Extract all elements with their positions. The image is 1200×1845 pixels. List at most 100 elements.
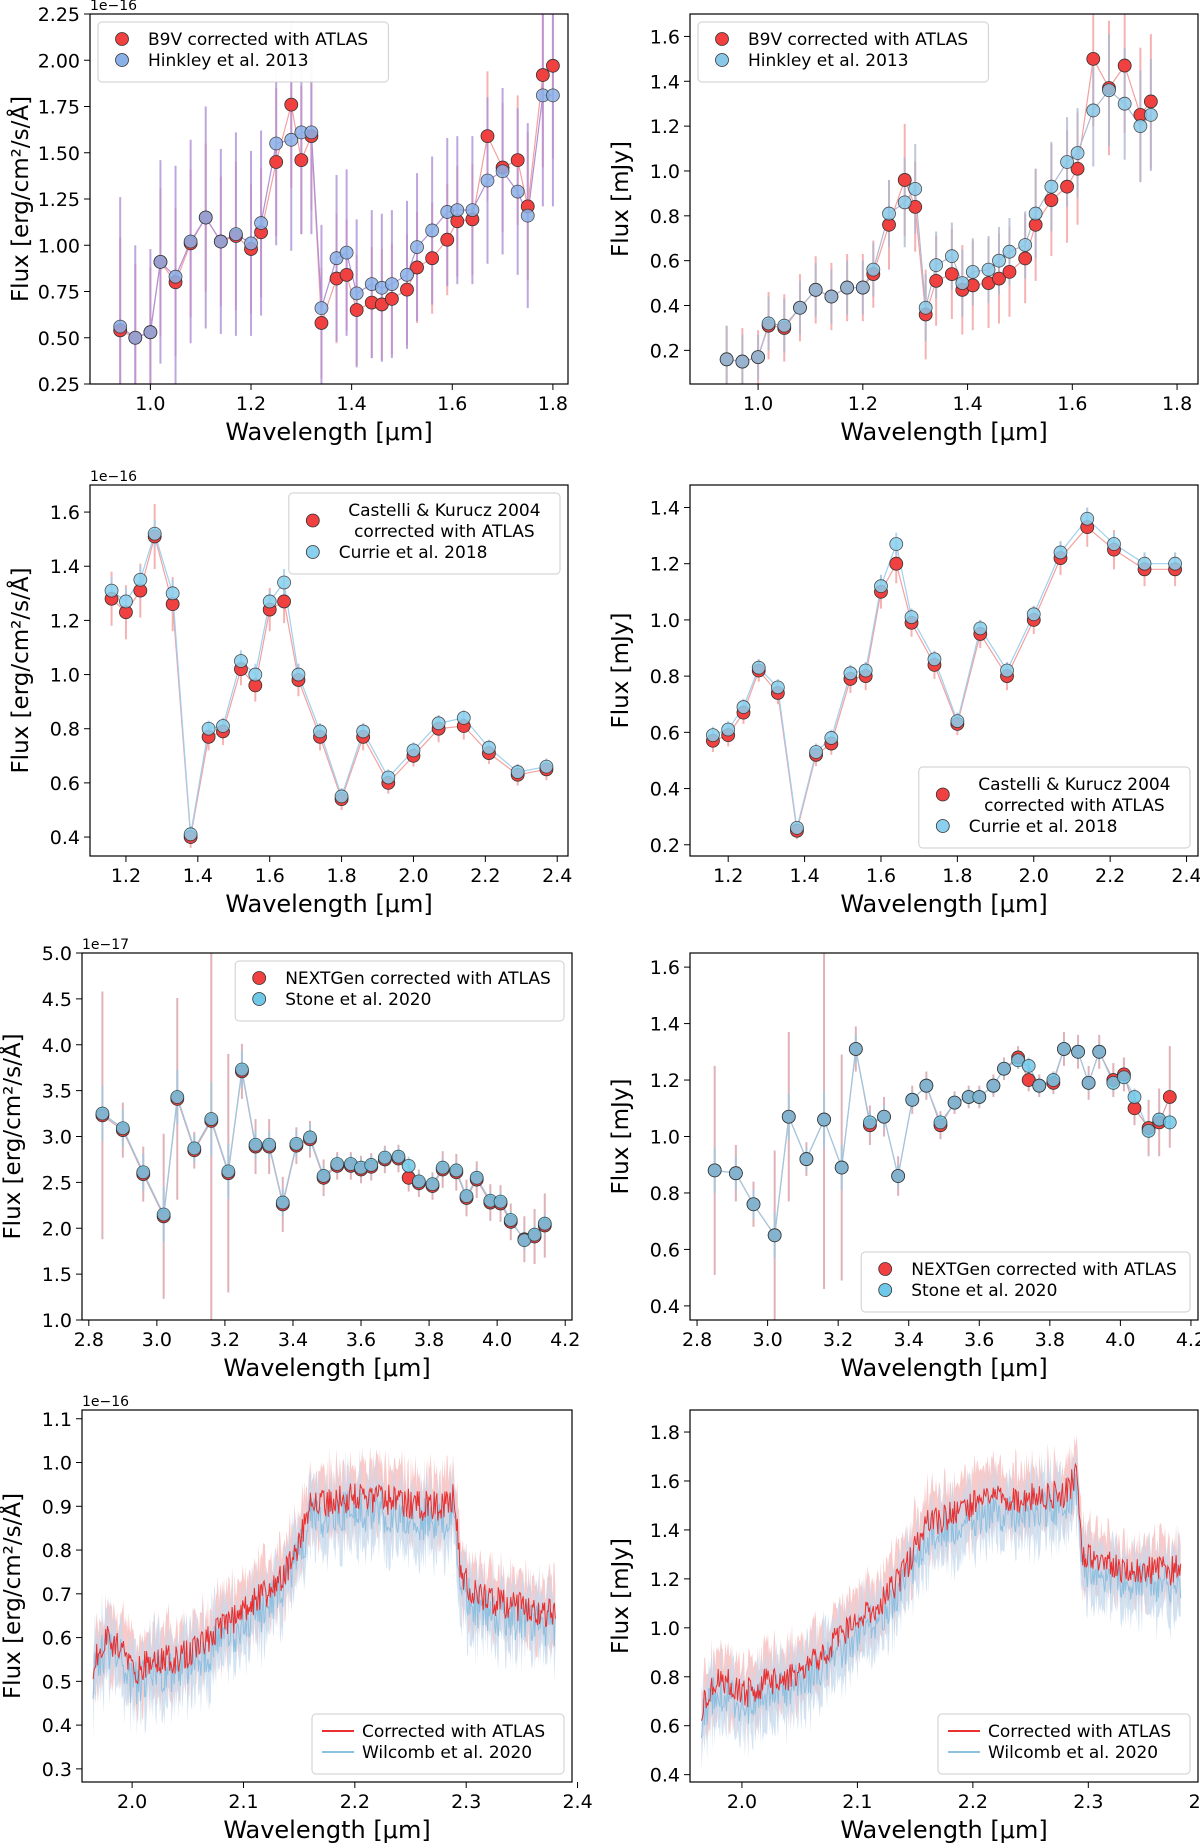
y-tick-label: 1.0 bbox=[42, 1453, 72, 1475]
y-axis-label: Flux [erg/cm²/s/Å] bbox=[6, 567, 34, 773]
data-point bbox=[858, 663, 873, 678]
data-point bbox=[897, 195, 912, 210]
y-tick-label: 1.2 bbox=[50, 610, 80, 632]
y-tick-label: 0.5 bbox=[42, 1671, 72, 1693]
y-tick-label: 0.6 bbox=[42, 1628, 72, 1650]
data-point bbox=[275, 1195, 290, 1210]
data-point bbox=[482, 740, 496, 755]
panel-p4: 1.2 1.4 1.6 1.8 2.0 2.2 2.4 0.2 0.4 0.6 0.8 1.0 1.2 1… bbox=[608, 484, 1200, 918]
data-point bbox=[728, 1166, 743, 1181]
y-tick-label: 0.4 bbox=[650, 1765, 680, 1787]
data-point bbox=[1162, 1090, 1177, 1104]
data-point bbox=[262, 1137, 277, 1152]
data-point bbox=[465, 203, 480, 218]
data-point bbox=[289, 1136, 304, 1151]
data-point bbox=[1044, 193, 1059, 208]
legend-box bbox=[937, 1713, 1191, 1775]
panel-p2: 1.0 1.2 1.4 1.6 1.8 0.2 0.4 0.6 0.8 1.0 1.2 1.4 1.6 W… bbox=[608, 13, 1199, 446]
data-point bbox=[997, 1061, 1011, 1076]
y-tick-label: 1.0 bbox=[650, 610, 680, 632]
data-point bbox=[1081, 1075, 1096, 1090]
data-point bbox=[201, 721, 216, 736]
x-tick-label: 2.8 bbox=[682, 1329, 712, 1351]
data-point bbox=[435, 1160, 450, 1175]
data-point bbox=[751, 660, 766, 675]
legend-box bbox=[918, 766, 1191, 849]
y-tick-label: 2.0 bbox=[42, 1218, 72, 1240]
data-point bbox=[115, 1121, 130, 1136]
data-point bbox=[431, 716, 446, 731]
data-point bbox=[535, 68, 550, 82]
data-point bbox=[234, 654, 248, 668]
data-point bbox=[1070, 161, 1085, 176]
y-tick-label: 1.2 bbox=[650, 116, 680, 138]
data-point bbox=[808, 282, 823, 297]
data-point bbox=[1102, 83, 1116, 98]
data-point bbox=[314, 316, 329, 330]
y-tick-label: 1.4 bbox=[650, 497, 680, 519]
axis-offset-text: 1e−16 bbox=[82, 1394, 129, 1410]
data-point bbox=[330, 1157, 345, 1171]
data-point bbox=[992, 271, 1006, 286]
data-point bbox=[1018, 251, 1033, 266]
legend-box bbox=[697, 21, 989, 83]
axes-frame bbox=[689, 484, 1199, 857]
data-point bbox=[349, 303, 364, 317]
data-point bbox=[950, 714, 965, 728]
data-point bbox=[1057, 1042, 1071, 1056]
legend-box bbox=[860, 1251, 1191, 1313]
data-point bbox=[119, 594, 133, 609]
data-point bbox=[777, 318, 792, 333]
y-tick-label: 0.9 bbox=[42, 1496, 72, 1518]
data-point bbox=[248, 667, 263, 682]
x-tick-label: 2.3 bbox=[1073, 1791, 1103, 1813]
data-point bbox=[927, 652, 942, 667]
data-point bbox=[410, 260, 424, 275]
data-point bbox=[113, 319, 128, 334]
y-tick-label: 1.75 bbox=[38, 97, 80, 119]
data-point bbox=[809, 745, 823, 759]
y-tick-label: 0.8 bbox=[650, 206, 680, 228]
legend-label: Hinkley et al. 2013 bbox=[148, 51, 309, 71]
x-tick-label: 2.2 bbox=[470, 865, 500, 887]
x-tick-label: 4.0 bbox=[482, 1329, 512, 1351]
x-tick-label: 2.4 bbox=[542, 865, 572, 887]
data-point bbox=[840, 280, 855, 295]
axes-frame bbox=[81, 1409, 573, 1783]
data-point bbox=[1026, 607, 1041, 622]
x-axis-label: Wavelength [μm] bbox=[840, 1816, 1047, 1844]
data-point bbox=[104, 583, 119, 598]
y-tick-label: 0.4 bbox=[50, 827, 80, 849]
y-tick-label: 0.50 bbox=[38, 328, 80, 350]
data-point bbox=[401, 1158, 416, 1173]
data-point bbox=[929, 273, 944, 288]
axes-frame bbox=[689, 1409, 1199, 1783]
data-point bbox=[824, 289, 839, 304]
data-point bbox=[277, 575, 291, 590]
x-tick-label: 2.2 bbox=[340, 1791, 370, 1813]
series-line-1 bbox=[111, 531, 547, 835]
data-point bbox=[284, 132, 299, 147]
y-tick-label: 0.75 bbox=[38, 282, 80, 304]
data-point bbox=[284, 97, 299, 112]
panel-p1: 1.0 1.2 1.4 1.6 1.8 0.25 0.50 0.75 1.00 1.25 1.50 1… bbox=[6, 0, 569, 446]
data-point bbox=[440, 232, 455, 247]
data-point bbox=[1021, 1059, 1036, 1073]
legend-label: Corrected with ATLAS bbox=[362, 1722, 545, 1742]
data-point bbox=[410, 240, 424, 255]
data-point bbox=[719, 352, 734, 367]
data-point bbox=[384, 291, 399, 306]
data-point bbox=[877, 1109, 891, 1124]
x-axis-label: Wavelength [μm] bbox=[840, 418, 1047, 446]
data-point bbox=[364, 1158, 379, 1172]
plot-area-p6 bbox=[707, 953, 1177, 1320]
y-tick-label: 1.2 bbox=[650, 1569, 680, 1591]
legend-label: NEXTGen corrected with ATLAS bbox=[285, 969, 551, 989]
y-tick-label: 0.6 bbox=[650, 1239, 680, 1261]
plot-area-p4 bbox=[706, 507, 1182, 840]
legend-label: Corrected with ATLAS bbox=[988, 1722, 1171, 1742]
y-tick-label: 1.6 bbox=[650, 957, 680, 979]
data-point bbox=[735, 354, 750, 369]
data-point bbox=[1117, 96, 1132, 111]
data-point bbox=[767, 1228, 782, 1243]
